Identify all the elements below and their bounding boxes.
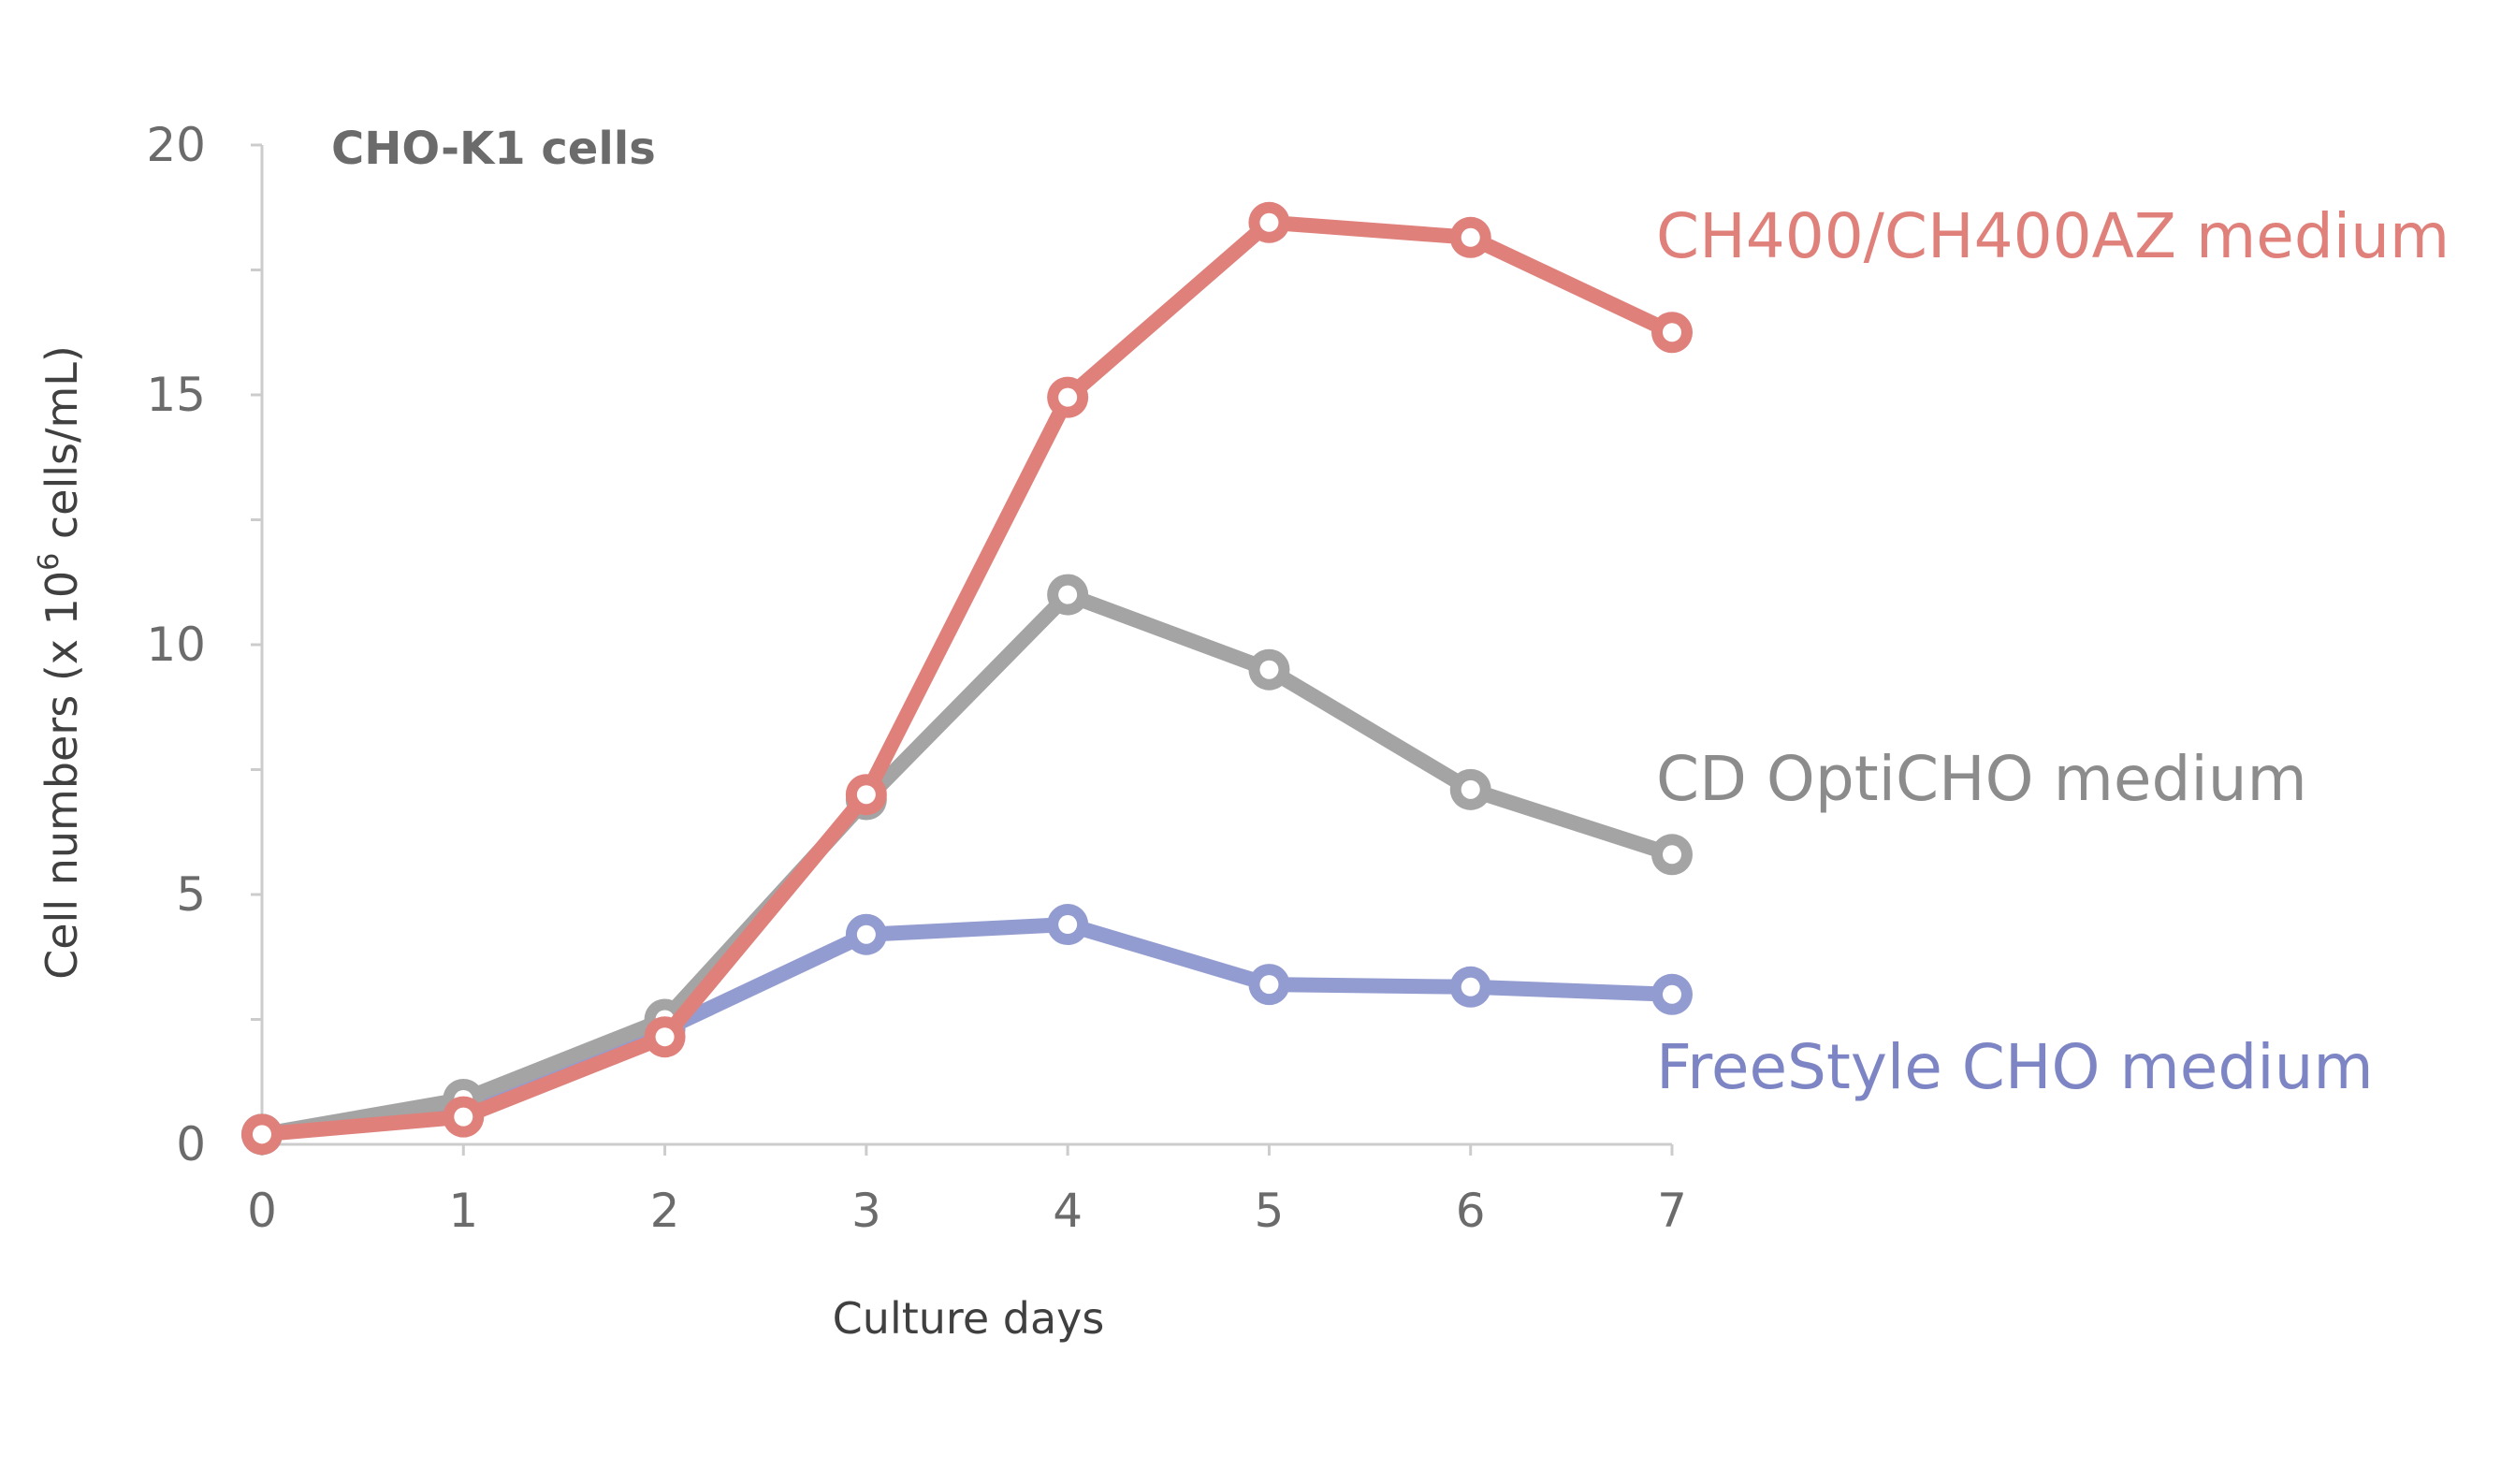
data-point-center [856,924,876,944]
data-point-center [1461,779,1480,799]
y-tick-label: 15 [146,368,206,422]
series-2 [241,574,1693,1156]
x-ticks: 0 1 2 3 4 5 6 7 [247,1144,1687,1238]
data-point-center [655,1027,675,1047]
y-tick-label: 20 [146,118,206,172]
x-tick-label: 2 [650,1184,680,1238]
x-tick-label: 0 [247,1184,277,1238]
y-axis-title-main: Cell numbers (x 10 [36,571,87,980]
series-3 [241,201,1693,1156]
data-point-center [1058,915,1078,935]
series-label: CH400/CH400AZ medium [1656,200,2450,272]
data-point-center [1259,975,1279,995]
y-tick-label: 10 [146,618,206,672]
data-point-center [1663,984,1681,1004]
data-point-center [1259,660,1279,679]
data-point-center [454,1107,473,1127]
y-tick-label: 0 [176,1117,206,1171]
label-layer: CHO-K1 cells Culture days Cell numbers (… [33,123,2450,1344]
y-axis-title-superscript: 6 [33,553,65,571]
x-tick-label: 3 [851,1184,881,1238]
data-point-center [1461,977,1480,997]
chart-title: CHO-K1 cells [331,123,656,175]
y-axis-title: Cell numbers (x 106 cells/mL) [33,345,87,980]
data-point-center [1259,212,1279,232]
x-tick-label: 4 [1053,1184,1083,1238]
data-point-center [1663,845,1681,865]
x-tick-label: 6 [1456,1184,1486,1238]
series-label: CD OptiCHO medium [1656,743,2307,815]
series-line [254,587,1679,1142]
y-axis-title-tail: cells/mL) [36,345,87,553]
x-tick-label: 1 [448,1184,478,1238]
data-point-center [1058,585,1078,604]
data-point-center [856,785,876,805]
x-axis-title: Culture days [833,1293,1105,1344]
series-label: FreeStyle CHO medium [1656,1031,2374,1103]
y-ticks: 0 5 10 15 20 [146,118,262,1171]
series-layer [241,201,1693,1156]
data-point-center [1461,227,1480,247]
data-point-center [253,1125,271,1144]
x-tick-label: 5 [1255,1184,1285,1238]
series-line [254,214,1679,1142]
data-point-center [1663,323,1681,342]
y-tick-label: 5 [176,867,206,922]
data-point-center [1058,387,1078,407]
x-tick-label: 7 [1657,1184,1687,1238]
